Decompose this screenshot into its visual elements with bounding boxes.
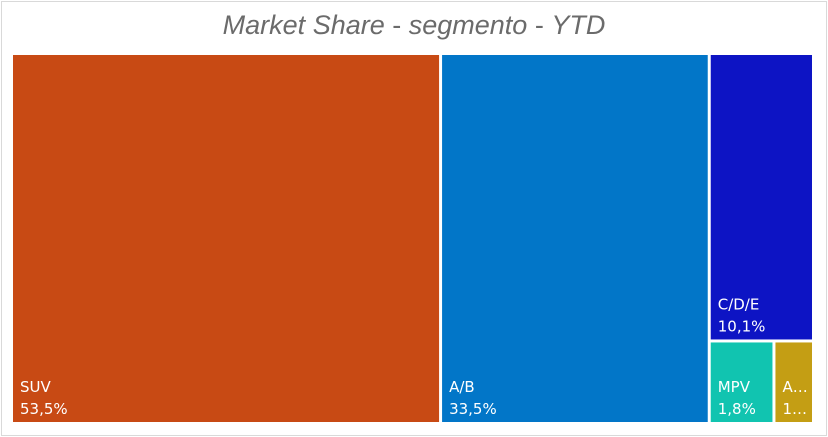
tile-value-label-1: 53,5% — [20, 400, 68, 418]
chart-title: Market Share - segmento - YTD — [0, 10, 828, 41]
treemap-tile-1 — [13, 55, 440, 422]
treemap-tile-5 — [775, 342, 812, 422]
tile-value-label-4: 1,8% — [718, 400, 756, 418]
treemap-tile-3 — [710, 55, 812, 340]
title-part-1: Market Share — [222, 10, 385, 40]
title-part-2: segmento — [408, 10, 528, 40]
treemap-tile-2 — [442, 55, 708, 422]
tile-value-label-5: 1… — [782, 400, 807, 418]
tile-value-label-2: 33,5% — [449, 400, 497, 418]
tile-category-label-3: C/D/E — [718, 295, 760, 313]
title-separator-2: - — [527, 10, 552, 40]
tile-value-label-3: 10,1% — [718, 317, 766, 335]
title-separator-1: - — [384, 10, 409, 40]
tile-category-label-2: A/B — [449, 378, 475, 396]
treemap-tile-4 — [710, 342, 773, 422]
tile-category-label-5: A… — [782, 378, 807, 396]
tile-category-label-1: SUV — [20, 378, 52, 396]
title-part-3: YTD — [551, 10, 606, 40]
tile-category-label-4: MPV — [718, 378, 751, 396]
